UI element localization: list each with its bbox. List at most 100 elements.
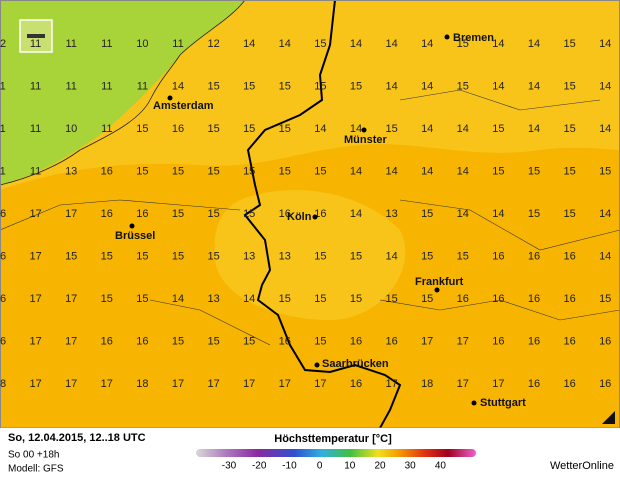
grid-value: 17 (207, 378, 219, 390)
grid-value: 17 (172, 378, 184, 390)
grid-value: 11 (30, 123, 41, 135)
grid-value: 14 (421, 80, 433, 92)
grid-value: 15 (207, 80, 219, 92)
grid-value: 16 (101, 335, 113, 347)
legend-tick: 20 (374, 461, 386, 472)
grid-value: 17 (101, 378, 113, 390)
grid-value: 14 (350, 38, 362, 50)
grid-value: 15 (350, 80, 362, 92)
grid-value: 17 (65, 378, 77, 390)
grid-value: 16 (457, 293, 469, 305)
grid-value: 15 (350, 293, 362, 305)
grid-value: 17 (385, 378, 397, 390)
grid-value: 15 (314, 80, 326, 92)
grid-value: 14 (172, 293, 184, 305)
grid-value: 11 (65, 80, 76, 92)
grid-value: 11 (101, 38, 112, 50)
city-dot (129, 223, 135, 229)
grid-value: 16 (528, 293, 540, 305)
grid-value: 14 (457, 123, 469, 135)
grid-value: 15 (243, 335, 255, 347)
model: Modell: GFS (8, 464, 64, 475)
city-name: Amsterdam (153, 100, 214, 112)
grid-value: 11 (0, 165, 6, 177)
grid-value: 15 (243, 165, 255, 177)
grid-value: 16 (101, 165, 113, 177)
legend-tick: -30 (222, 461, 237, 472)
grid-value: 13 (207, 293, 219, 305)
grid-value: 17 (65, 335, 77, 347)
grid-value: 11 (0, 123, 6, 135)
region-border (0, 89, 620, 346)
grid-value: 11 (172, 38, 183, 50)
grid-value: 17 (29, 208, 41, 220)
grid-value: 17 (65, 293, 77, 305)
grid-value: 15 (207, 250, 219, 262)
grid-value: 17 (492, 378, 504, 390)
grid-value: 16 (350, 335, 362, 347)
grid-value: 11 (65, 38, 76, 50)
grid-value: 15 (457, 38, 469, 50)
grid-value: 14 (243, 293, 255, 305)
grid-value: 16 (136, 335, 148, 347)
brand: WetterOnline (550, 460, 614, 472)
grid-value: 16 (172, 123, 184, 135)
grid-value: 15 (421, 208, 433, 220)
grid-value: 14 (599, 208, 611, 220)
footer: So, 12.04.2015, 12..18 UTC So 00 +18h Mo… (0, 428, 620, 479)
grid-value: 14 (492, 80, 504, 92)
city-dot (471, 400, 477, 406)
grid-value: 14 (599, 250, 611, 262)
grid-value: 14 (385, 80, 397, 92)
grid-value: 15 (136, 123, 148, 135)
grid-value: 16 (599, 378, 611, 390)
grid-value: 15 (279, 165, 291, 177)
grid-value: 15 (207, 208, 219, 220)
grid-value: 14 (350, 123, 362, 135)
temperature-grid: 12 11 11 11 10 11 12 14 14 15 14 14 14 15 14 14 15 14 11 11… (0, 38, 611, 390)
city-name: Münster (344, 134, 388, 146)
grid-value: 16 (563, 293, 575, 305)
grid-value: 14 (385, 165, 397, 177)
grid-value: 13 (385, 208, 397, 220)
grid-value: 15 (243, 123, 255, 135)
grid-value: 11 (101, 80, 112, 92)
grid-value: 16 (101, 208, 113, 220)
grid-value: 15 (279, 123, 291, 135)
grid-value: 15 (136, 293, 148, 305)
cities: Bremen Amsterdam Münster Köln Brüssel Frankfu… (115, 32, 526, 409)
city-dot (314, 362, 320, 368)
grid-value: 12 (207, 38, 219, 50)
grid-value: 11 (30, 165, 41, 177)
grid-value: 15 (528, 208, 540, 220)
grid-value: 15 (243, 208, 255, 220)
grid-value: 16 (350, 378, 362, 390)
grid-value: 15 (492, 123, 504, 135)
grid-value: 16 (385, 335, 397, 347)
legend-tick: -10 (282, 461, 297, 472)
grid-value: 11 (137, 80, 148, 92)
city-name: Stuttgart (480, 397, 526, 409)
grid-value: 15 (563, 38, 575, 50)
grid-value: 14 (457, 165, 469, 177)
city-dot (361, 127, 367, 133)
grid-value: 15 (172, 165, 184, 177)
grid-value: 14 (421, 38, 433, 50)
legend-tick: 40 (435, 461, 447, 472)
grid-value: 14 (421, 123, 433, 135)
grid-value: 15 (563, 165, 575, 177)
city-dot (434, 287, 440, 293)
grid-value: 15 (172, 250, 184, 262)
grid-value: 15 (172, 208, 184, 220)
grid-value: 15 (457, 250, 469, 262)
grid-value: 14 (492, 38, 504, 50)
grid-value: 15 (314, 335, 326, 347)
grid-value: 15 (563, 80, 575, 92)
grid-value: 17 (243, 378, 255, 390)
grid-value: 15 (101, 250, 113, 262)
date: So, 12.04.2015, 12..18 UTC (8, 432, 146, 444)
legend-tick: 0 (317, 461, 323, 472)
city-dot (312, 214, 318, 220)
grid-value: 10 (136, 38, 148, 50)
grid-value: 16 (0, 293, 6, 305)
